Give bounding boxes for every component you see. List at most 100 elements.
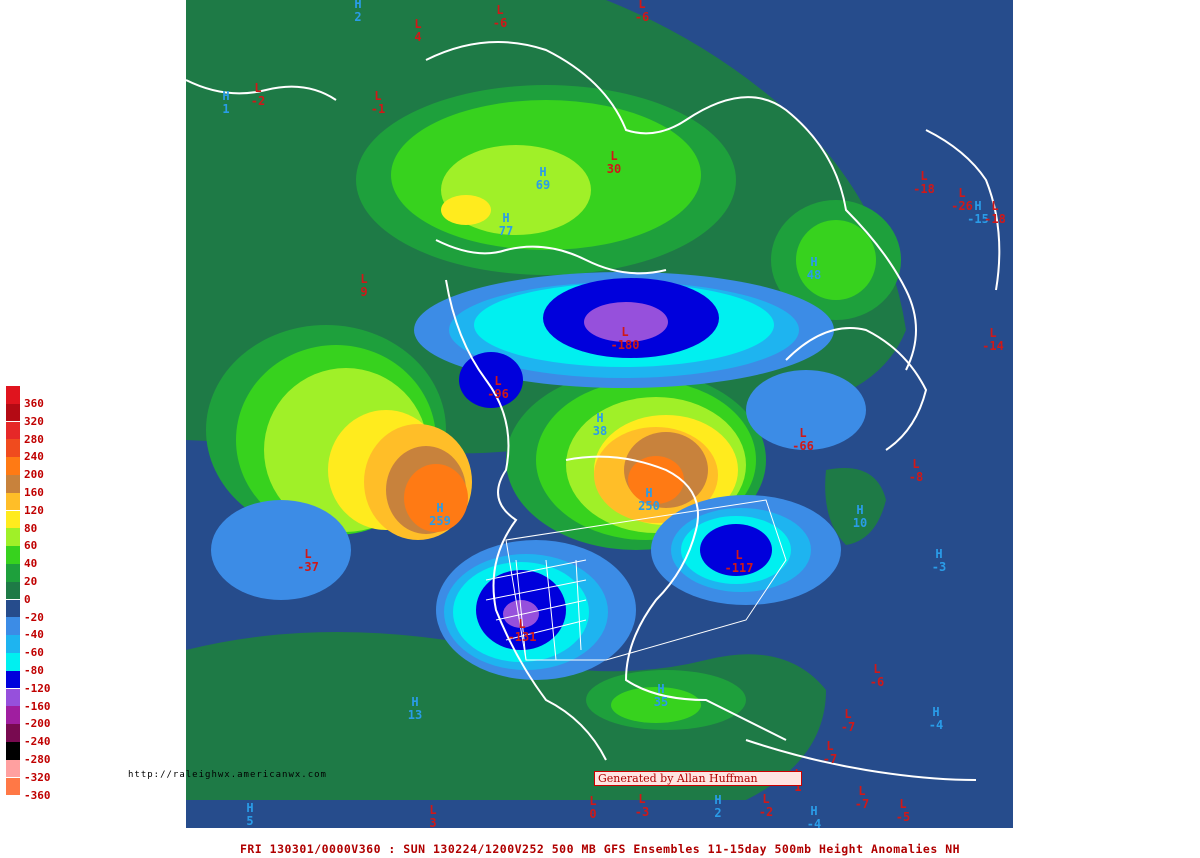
marker-value: -2 — [759, 805, 773, 819]
low-marker: L-180 — [611, 325, 640, 352]
legend-label: 80 — [24, 521, 38, 535]
marker-value: 1 — [794, 780, 801, 794]
marker-type: L — [518, 617, 525, 631]
marker-value: 35 — [654, 695, 668, 709]
high-marker: H-15 — [967, 199, 989, 226]
marker-type: H — [539, 165, 546, 179]
legend-swatch — [6, 653, 20, 671]
marker-value: -26 — [951, 199, 973, 213]
low-marker: L-14 — [982, 326, 1004, 353]
marker-type: L — [991, 199, 998, 213]
marker-type: L — [762, 792, 769, 806]
marker-type: H — [974, 199, 981, 213]
legend-label: -240 — [24, 735, 51, 749]
legend-label: -20 — [24, 610, 44, 624]
legend-swatch — [6, 546, 20, 564]
marker-value: -2 — [251, 94, 265, 108]
legend-label: 280 — [24, 432, 44, 446]
legend-label: 360 — [24, 397, 44, 410]
marker-type: H — [411, 695, 418, 709]
low-marker: L-66 — [792, 426, 814, 453]
marker-value: 10 — [853, 516, 867, 530]
marker-value: -14 — [982, 339, 1004, 353]
legend-label: 320 — [24, 414, 44, 428]
marker-value: -3 — [932, 560, 946, 574]
low-marker: L-1 — [371, 89, 385, 116]
high-marker: H48 — [807, 255, 821, 282]
legend-label: -120 — [24, 681, 51, 695]
low-marker: L4 — [414, 17, 421, 44]
legend-swatch — [6, 759, 20, 778]
marker-type: L — [958, 186, 965, 200]
marker-value: 2 — [714, 806, 721, 820]
marker-value: -3 — [635, 805, 649, 819]
marker-type: L — [304, 547, 311, 561]
legend-label: -80 — [24, 664, 44, 677]
legend-label: -160 — [24, 699, 51, 713]
low-marker: L-7 — [855, 784, 869, 811]
marker-value: -6 — [493, 16, 507, 30]
marker-value: -180 — [611, 338, 640, 352]
color-scale-legend: 360 320 280 240 200 160 120 80 60 40 20 0 -20 -40 -60-… — [6, 386, 66, 806]
marker-type: L — [254, 81, 261, 95]
marker-value: -117 — [725, 561, 754, 575]
marker-value: -4 — [807, 817, 821, 828]
marker-type: L — [899, 797, 906, 811]
marker-type: L — [638, 0, 645, 11]
marker-type: L — [638, 792, 645, 806]
marker-type: H — [810, 255, 817, 269]
marker-value: 69 — [536, 178, 550, 192]
low-marker: L-5 — [896, 797, 910, 824]
legend-label: -60 — [24, 646, 44, 660]
marker-value: -66 — [792, 439, 814, 453]
map-caption: FRI 130301/0000V360 : SUN 130224/1200V25… — [239, 842, 961, 856]
legend-label: -40 — [24, 628, 44, 642]
low-marker: L-2 — [251, 81, 265, 108]
marker-value: -6 — [870, 675, 884, 689]
marker-type: H — [246, 801, 253, 815]
marker-type: H — [932, 705, 939, 719]
marker-type: L — [589, 794, 596, 808]
high-marker: H69 — [536, 165, 550, 192]
legend-swatch — [6, 599, 20, 618]
marker-type: H — [222, 89, 229, 103]
legend-label: 240 — [24, 450, 44, 464]
marker-type: L — [414, 17, 421, 31]
legend-label: -320 — [24, 770, 51, 784]
marker-value: 5 — [246, 814, 253, 828]
credit-label: Generated by Allan Huffman — [594, 771, 802, 786]
marker-type: H — [714, 793, 721, 807]
marker-value: 48 — [807, 268, 821, 282]
marker-value: 2 — [354, 10, 361, 24]
marker-type: L — [858, 784, 865, 798]
legend-label: -280 — [24, 753, 51, 766]
low-marker: L-7 — [823, 739, 837, 766]
legend-swatch — [6, 457, 20, 475]
marker-type: H — [596, 411, 603, 425]
anomaly-200-240 — [404, 456, 684, 532]
low-marker: L-37 — [297, 547, 319, 574]
marker-value: 4 — [414, 30, 421, 44]
high-marker: H1 — [222, 89, 229, 116]
marker-value: -96 — [487, 387, 509, 401]
marker-value: -7 — [841, 720, 855, 734]
marker-type: H — [354, 0, 361, 11]
marker-type: H — [645, 486, 652, 500]
height-anomaly-map: H 2 L 4 L -6 L -6 L -2 L -1 H 1 H 69 L 30 H 77 L -18 L -26 H -15 L… — [186, 0, 1013, 828]
high-marker: H-4 — [929, 705, 943, 732]
high-marker: H77 — [499, 211, 513, 238]
legend-swatch — [6, 528, 20, 546]
legend-swatch — [6, 421, 20, 440]
marker-type: H — [810, 804, 817, 818]
marker-value: -7 — [855, 797, 869, 811]
marker-value: 259 — [429, 514, 451, 528]
marker-value: 1 — [222, 102, 229, 116]
marker-value: -5 — [896, 810, 910, 824]
marker-type: L — [374, 89, 381, 103]
legend-swatch — [6, 475, 20, 493]
low-marker: L-18 — [913, 169, 935, 196]
legend-label: 120 — [24, 503, 44, 517]
marker-type: H — [856, 503, 863, 517]
